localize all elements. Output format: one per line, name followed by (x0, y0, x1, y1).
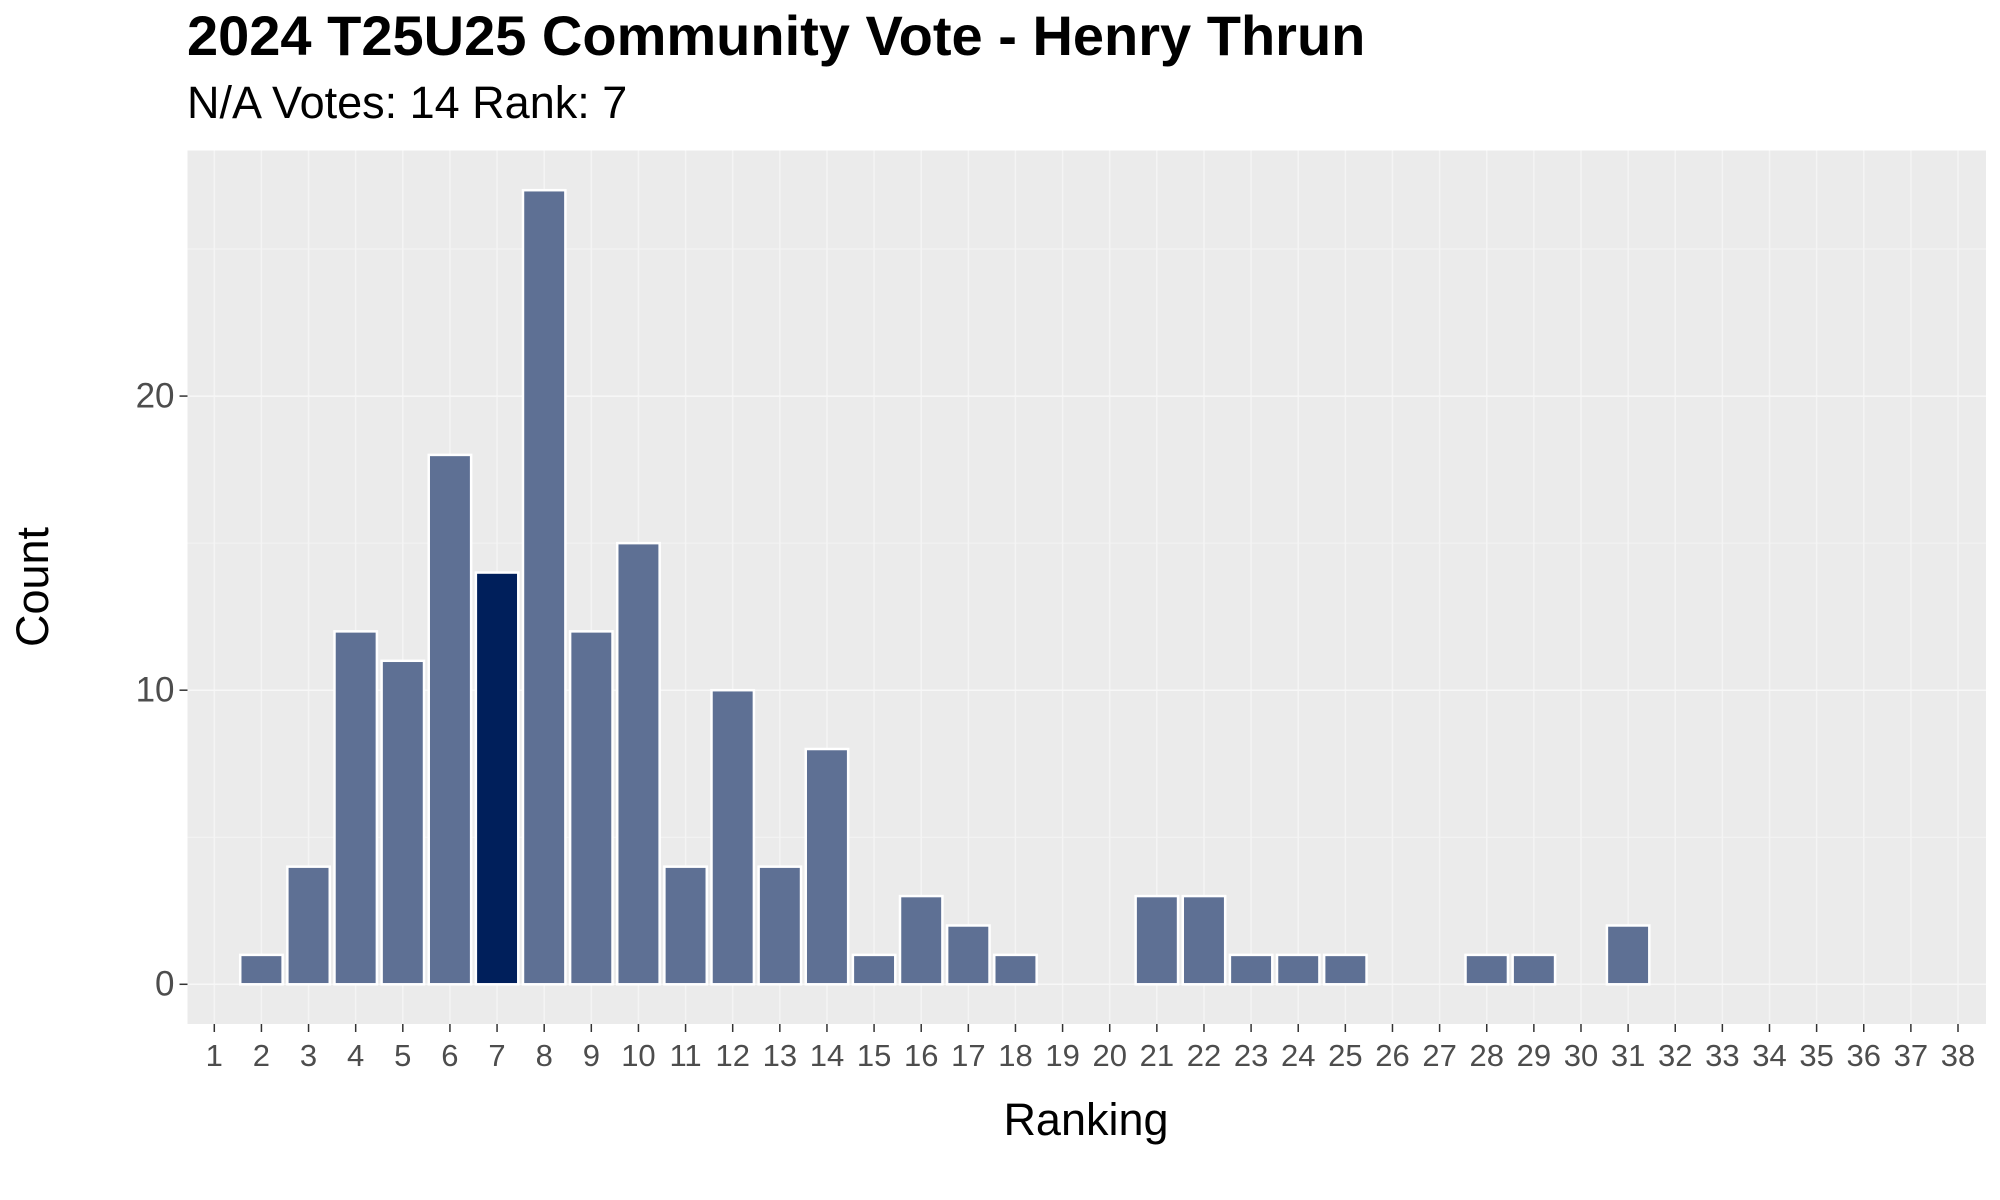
x-tick-label: 16 (904, 1038, 938, 1073)
bar (1275, 953, 1321, 986)
chart-title: 2024 T25U25 Community Vote - Henry Thrun (187, 4, 1365, 67)
x-tick-label: 11 (669, 1038, 701, 1073)
x-tick-label: 22 (1187, 1038, 1221, 1073)
bar (1181, 894, 1227, 986)
bar (851, 953, 897, 986)
x-tick-label: 14 (810, 1038, 844, 1073)
x-tick-label: 34 (1752, 1038, 1786, 1073)
x-tick-label: 20 (1092, 1038, 1126, 1073)
bar (945, 924, 991, 986)
x-tick-label: 23 (1234, 1038, 1268, 1073)
bar (1322, 953, 1368, 986)
x-tick-label: 28 (1469, 1038, 1503, 1073)
x-tick-label: 8 (536, 1038, 553, 1073)
x-tick-label: 3 (300, 1038, 317, 1073)
x-tick-label: 2 (253, 1038, 270, 1073)
x-tick-label: 15 (857, 1038, 891, 1073)
bar (757, 865, 803, 986)
x-tick-label: 21 (1140, 1038, 1174, 1073)
bar (1605, 924, 1651, 986)
x-tick-label: 5 (394, 1038, 411, 1073)
x-tick-label: 19 (1045, 1038, 1079, 1073)
bar (286, 865, 332, 986)
bar (993, 953, 1038, 986)
x-tick-label: 31 (1611, 1038, 1645, 1073)
bar (427, 453, 473, 986)
bar (710, 688, 756, 986)
bar (521, 188, 567, 986)
x-tick-label: 18 (998, 1038, 1032, 1073)
bar (1464, 953, 1510, 986)
bar (333, 630, 379, 986)
x-tick-label: 1 (206, 1038, 223, 1073)
bar (663, 865, 709, 986)
y-tick-label: 20 (136, 376, 175, 415)
chart-subtitle: N/A Votes: 14 Rank: 7 (187, 77, 627, 128)
x-tick-label: 6 (441, 1038, 458, 1073)
x-tick-label: 26 (1375, 1038, 1409, 1073)
x-tick-label: 12 (715, 1038, 749, 1073)
x-tick-label: 30 (1564, 1038, 1598, 1073)
x-tick-label: 33 (1705, 1038, 1739, 1073)
x-tick-label: 24 (1281, 1038, 1315, 1073)
x-tick-label: 32 (1658, 1038, 1692, 1073)
bar (1511, 953, 1557, 986)
bar (568, 630, 614, 986)
x-tick-label: 29 (1517, 1038, 1551, 1073)
x-tick-label: 27 (1422, 1038, 1456, 1073)
x-tick-label: 25 (1328, 1038, 1362, 1073)
x-tick-label: 36 (1847, 1038, 1881, 1073)
bar (1228, 953, 1274, 986)
bar (238, 953, 284, 986)
x-tick-label: 13 (763, 1038, 797, 1073)
x-axis-title: Ranking (1003, 1094, 1168, 1145)
x-tick-label: 37 (1894, 1038, 1928, 1073)
bar (1134, 894, 1180, 986)
bar (898, 894, 944, 986)
y-tick-label: 0 (155, 965, 174, 1004)
bar (380, 659, 426, 986)
x-tick-label: 38 (1941, 1038, 1975, 1073)
x-tick-label: 10 (621, 1038, 655, 1073)
bar (615, 541, 661, 986)
bar (804, 747, 850, 986)
y-tick-label: 10 (136, 670, 175, 709)
x-tick-label: 35 (1799, 1038, 1833, 1073)
x-tick-label: 9 (583, 1038, 600, 1073)
x-tick-label: 4 (347, 1038, 364, 1073)
x-tick-label: 17 (951, 1038, 985, 1073)
y-axis-title: Count (7, 526, 58, 647)
x-tick-label: 7 (488, 1038, 505, 1073)
bar (474, 571, 520, 986)
